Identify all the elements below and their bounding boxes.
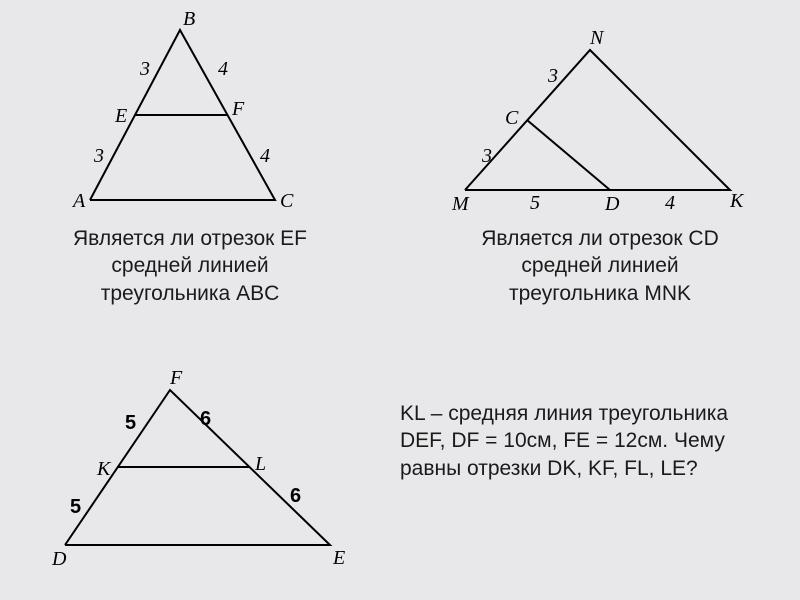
label-dk: 4 [665, 192, 675, 215]
label-kd: 5 [70, 496, 81, 519]
label-nc: 3 [548, 65, 558, 88]
vertex-k3: K [97, 458, 110, 481]
vertex-f: F [232, 98, 244, 121]
caption-abc: Является ли отрезок EF средней линией тр… [55, 225, 325, 307]
vertex-b: B [183, 8, 195, 31]
triangle-def: F K L D E 5 6 5 6 [40, 370, 350, 570]
label-le: 6 [290, 485, 301, 508]
vertex-n: N [590, 27, 603, 50]
triangle-mnk: N C M D K 3 3 5 4 [440, 35, 750, 215]
vertex-e: E [115, 105, 127, 128]
vertex-k: K [730, 190, 743, 213]
label-fk: 5 [125, 412, 136, 435]
vertex-d: D [605, 193, 619, 216]
label-be: 3 [140, 58, 150, 81]
vertex-a: A [73, 190, 85, 213]
label-fc: 4 [260, 145, 270, 168]
label-bf: 4 [218, 58, 228, 81]
vertex-f3: F [170, 367, 182, 390]
label-md: 5 [530, 192, 540, 215]
caption-def: KL – средняя линия треугольника DEF, DF … [400, 400, 770, 482]
label-ea: 3 [94, 145, 104, 168]
triangle-abc: B E F A C 3 4 3 4 [60, 10, 310, 220]
vertex-m: M [452, 193, 469, 216]
caption-mnk: Является ли отрезок CD средней линией тр… [455, 225, 745, 307]
vertex-c: C [280, 190, 293, 213]
vertex-e3: E [333, 547, 345, 570]
label-cm: 3 [482, 145, 492, 168]
vertex-c2: C [505, 107, 518, 130]
vertex-d3: D [52, 548, 66, 571]
label-fl: 6 [200, 408, 211, 431]
vertex-l3: L [255, 453, 266, 476]
